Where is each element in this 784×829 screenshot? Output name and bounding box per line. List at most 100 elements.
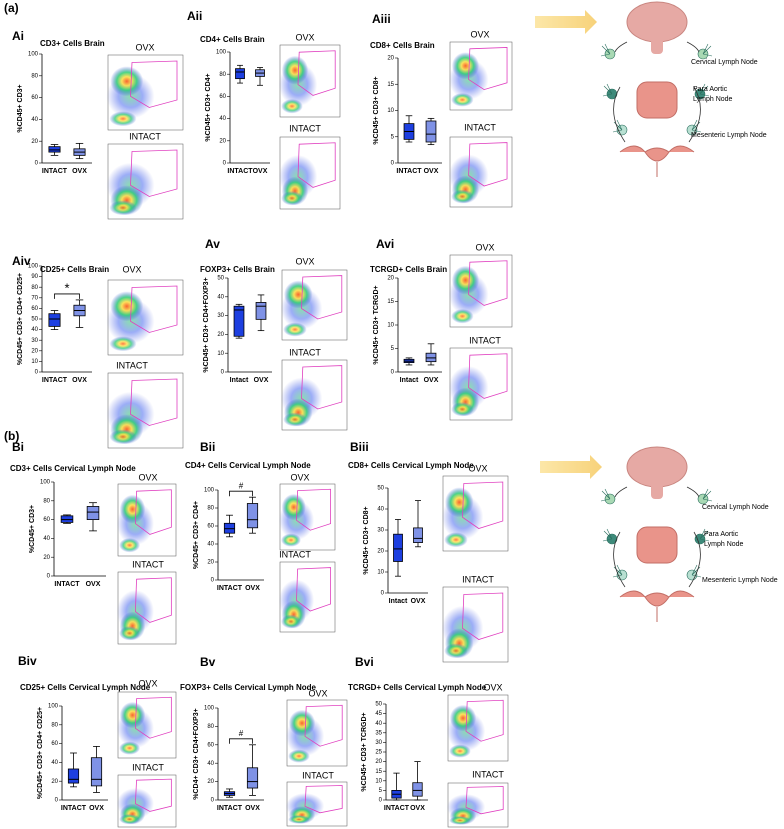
- y-tick-label: 100: [40, 480, 51, 486]
- flow-cloud: [109, 111, 137, 127]
- y-tick-label: 30: [375, 740, 382, 746]
- panel-label: Biv: [18, 654, 37, 668]
- diagram-label: Para Aortic: [704, 531, 739, 538]
- panel-label: Biii: [350, 440, 369, 454]
- flow-cloud: [119, 626, 141, 641]
- flow-cloud: [281, 533, 301, 547]
- box: [86, 506, 100, 521]
- box: [48, 146, 61, 153]
- y-axis-label: %CD45+ CD3+ CD4+: [205, 73, 212, 141]
- flow-cloud: [119, 741, 141, 755]
- gate-label: OVX: [475, 242, 494, 252]
- y-tick-label: 50: [375, 702, 382, 708]
- uterus: [619, 145, 695, 177]
- gate: [134, 577, 172, 623]
- y-tick-label: 35: [375, 730, 382, 736]
- gate: [130, 378, 178, 426]
- y-tick-label: 20: [51, 779, 58, 785]
- intestine: [636, 526, 678, 564]
- y-tick-label: 50: [31, 317, 38, 323]
- flow-cloud: [449, 816, 471, 825]
- gate: [297, 142, 336, 188]
- y-tick-label: 5: [391, 346, 395, 352]
- y-tick-label: 30: [217, 313, 224, 319]
- y-tick-label: 80: [207, 506, 214, 512]
- y-tick-label: 20: [31, 139, 38, 145]
- y-tick-label: 0: [391, 161, 395, 167]
- y-tick-label: 20: [43, 555, 50, 561]
- y-tick-label: 100: [216, 50, 227, 56]
- lymph-vessel: [702, 488, 713, 502]
- box: [425, 120, 437, 143]
- brainstem: [651, 483, 663, 499]
- y-axis-label: %CD4+ CD3+ CD4+FOXP3+: [193, 708, 200, 799]
- y-tick-label: 20: [207, 779, 214, 785]
- y-tick-label: 0: [47, 574, 51, 580]
- flow-cloud: [451, 52, 480, 80]
- y-tick-label: 60: [207, 524, 214, 530]
- gate: [468, 260, 508, 306]
- panel-label: Aiv: [12, 254, 31, 268]
- y-axis-label: %CD45+ CD3+ CD4+: [193, 501, 200, 569]
- y-tick-label: 40: [217, 294, 224, 300]
- y-tick-label: 0: [391, 370, 395, 376]
- gate: [296, 488, 332, 531]
- y-tick-label: 40: [207, 761, 214, 767]
- y-axis-label: %CD45+ CD3+: [29, 505, 36, 553]
- gate-label: INTACT: [462, 574, 494, 584]
- diagram-label: Mesenteric Lymph Node: [702, 577, 778, 584]
- y-axis-label: %CD45+ CD3+ CD4+ CD25+: [17, 273, 24, 365]
- flow-cloud: [119, 494, 146, 524]
- y-tick-label: 40: [43, 536, 50, 542]
- y-tick-label: 30: [31, 338, 38, 344]
- box: [90, 757, 103, 787]
- x-tick-label: Intact: [400, 377, 419, 384]
- x-tick-label: OVX: [424, 168, 439, 175]
- y-tick-label: 70: [31, 295, 38, 301]
- gate-label: INTACT: [302, 770, 334, 780]
- flow-cloud: [281, 99, 303, 114]
- y-tick-label: 15: [387, 82, 394, 88]
- gate: [134, 696, 172, 739]
- panel-label: Bii: [200, 440, 215, 454]
- y-tick-label: 40: [207, 542, 214, 548]
- lymph-vessel: [699, 528, 710, 542]
- gate-label: INTACT: [289, 123, 321, 133]
- y-tick-label: 0: [35, 161, 39, 167]
- y-tick-label: 20: [375, 759, 382, 765]
- y-tick-label: 100: [48, 704, 59, 710]
- panel-label: Avi: [376, 237, 394, 251]
- y-tick-label: 0: [221, 370, 225, 376]
- arrow-arc: [613, 86, 701, 143]
- y-tick-label: 30: [377, 528, 384, 534]
- diagram-label: Para Aortic: [693, 86, 728, 93]
- gate: [468, 353, 508, 399]
- y-tick-label: 100: [204, 706, 215, 712]
- flow-cloud: [109, 200, 137, 216]
- gate: [301, 275, 343, 320]
- y-tick-label: 0: [211, 798, 215, 804]
- y-tick-label: 45: [375, 711, 382, 717]
- y-axis-label: %CD45+ CD3+ CD8+: [373, 76, 380, 144]
- y-tick-label: 10: [387, 108, 394, 114]
- y-tick-label: 10: [217, 351, 224, 357]
- box: [255, 302, 267, 320]
- x-tick-label: INTACT: [61, 805, 87, 812]
- arrow: [535, 10, 597, 34]
- gate-label: OVX: [308, 688, 327, 698]
- x-tick-label: Intact: [389, 598, 408, 605]
- gate: [130, 285, 178, 333]
- y-tick-label: 50: [377, 486, 384, 492]
- lymph-vessel: [600, 488, 611, 502]
- gate: [296, 567, 332, 612]
- gate: [462, 592, 504, 640]
- chart-title: CD3+ Cells Cervical Lymph Node: [10, 464, 136, 473]
- flow-cloud: [288, 749, 310, 763]
- flow-cloud: [451, 402, 474, 417]
- gate-label: INTACT: [472, 769, 504, 779]
- x-tick-label: OVX: [245, 585, 260, 592]
- flow-cloud: [451, 93, 474, 107]
- x-tick-label: INTACT: [384, 805, 410, 812]
- gate: [301, 365, 343, 410]
- y-tick-label: 40: [31, 117, 38, 123]
